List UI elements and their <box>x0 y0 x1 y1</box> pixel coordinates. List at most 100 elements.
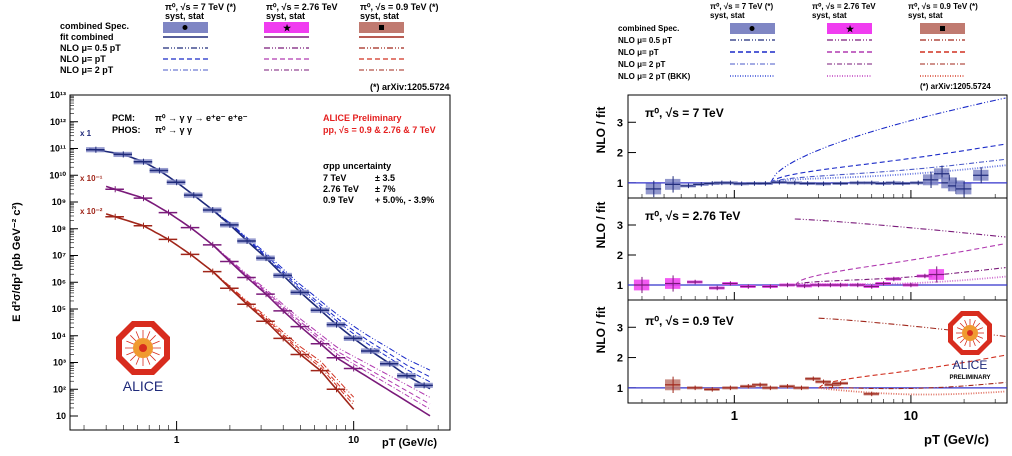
legend-right-row-nlo05: NLO μ= 0.5 pT <box>618 36 672 45</box>
ratio-nlo-curve <box>770 158 1006 184</box>
arxiv-note-right: (*) arXiv:1205.5724 <box>920 82 991 91</box>
nlo-curve <box>192 228 431 405</box>
ratio-nlo-curve <box>794 243 1006 286</box>
right-xlabel: pT (GeV/c) <box>924 432 989 447</box>
left-ytick-label: 10¹³ <box>50 90 66 100</box>
left-ytick-label: 10¹⁰ <box>49 170 66 180</box>
ratio-ytick-label: 3 <box>617 322 623 334</box>
nlo-curve <box>192 255 355 406</box>
right-plot-area: 1 2 3 1 2 3 1 2 3 1 10 <box>617 94 1008 423</box>
legend-right-marker-09 <box>940 26 945 31</box>
left-ytick-label: 10¹² <box>50 117 66 127</box>
alice-logo-text-right: ALICE <box>953 358 988 372</box>
legend-right-swatch-276 <box>827 23 872 34</box>
left-ytick-label: 10¹¹ <box>50 144 66 154</box>
ratio-nlo-curve <box>794 218 1006 238</box>
phos-text: π⁰ → γ γ <box>155 125 192 135</box>
legend-right-row-nlo2: NLO μ= 2 pT <box>618 60 665 69</box>
left-axes: 1010²10³10⁴10⁵10⁶10⁷10⁸10⁹10¹⁰10¹¹10¹²10… <box>49 90 439 446</box>
nlo-curve <box>192 228 431 398</box>
legend-right-header-09-sub: syst, stat <box>908 11 943 20</box>
ratio-nlo-curve <box>818 387 1006 396</box>
pcm-label: PCM: <box>112 113 135 123</box>
legend-right-row-nlo1: NLO μ= pT <box>618 48 659 57</box>
legend-left-header-7: π⁰, √s = 7 TeV (*) <box>165 2 236 12</box>
scale-label-09: x 10⁻² <box>80 207 103 216</box>
legend-left-row-combined: combined Spec. <box>60 21 129 31</box>
legend-marker-7 <box>182 25 188 30</box>
ratio-nlo-curve <box>794 267 1006 286</box>
ratio-ytick-label: 3 <box>617 117 623 129</box>
alice-logo-text: ALICE <box>123 378 163 394</box>
pcm-text: π⁰ → γ γ → e⁺e⁻ e⁺e⁻ <box>155 113 248 123</box>
phos-label: PHOS: <box>112 125 141 135</box>
legend-left-row-nlo2: NLO μ= 2 pT <box>60 65 114 75</box>
unc-energy-7: 7 TeV <box>323 173 346 183</box>
legend-right-header-09: π⁰, √s = 0.9 TeV (*) <box>908 2 978 11</box>
legend-right-row-combined: combined Spec. <box>618 24 679 33</box>
unc-value-7: ± 3.5 <box>375 173 395 183</box>
legend-right-marker-7 <box>749 26 755 31</box>
ratio-ytick-label: 1 <box>617 178 623 190</box>
unc-energy-276: 2.76 TeV <box>323 184 359 194</box>
left-ytick-label: 10² <box>53 384 66 394</box>
legend-left-header-276-sub: syst, stat <box>266 11 305 21</box>
scale-label-7: x 1 <box>80 129 92 138</box>
legend-right-header-276: π⁰, √s = 2.76 TeV <box>812 2 876 11</box>
legend-swatch-276 <box>264 22 309 33</box>
ratio-ytick-label: 1 <box>617 383 623 395</box>
right-title-276: π⁰, √s = 2.76 TeV <box>645 209 740 223</box>
nlo-curve <box>192 228 431 410</box>
ratio-ytick-label: 2 <box>617 353 623 365</box>
alice-energies: pp, √s = 0.9 & 2.76 & 7 TeV <box>323 125 436 135</box>
legend-right-header-7: π⁰, √s = 7 TeV (*) <box>710 2 773 11</box>
unc-title: σpp uncertainty <box>323 161 391 171</box>
unc-value-09: + 5.0%, - 3.9% <box>375 195 434 205</box>
ratio-nlo-curve <box>818 354 1006 389</box>
right-ylabel-1: NLO / fit <box>594 107 608 154</box>
scale-label-276: x 10⁻¹ <box>80 174 103 183</box>
legend-left-header-09-sub: syst, stat <box>360 11 399 21</box>
legend-right-header-7-sub: syst, stat <box>710 11 745 20</box>
ratio-xtick-label: 1 <box>731 408 738 423</box>
left-ylabel: E d³σ/dp³ (pb GeV⁻² c³) <box>11 202 23 322</box>
left-ytick-label: 10⁹ <box>52 197 66 207</box>
fit-curve <box>105 185 431 417</box>
alice-logo-right: ALICE PRELIMINARY <box>948 311 992 381</box>
alice-logo-center <box>139 344 147 352</box>
left-plot-area <box>86 146 433 417</box>
legend-right-header-276-sub: syst, stat <box>812 11 847 20</box>
unc-value-276: ± 7% <box>375 184 395 194</box>
right-title-7: π⁰, √s = 7 TeV <box>645 106 724 120</box>
legend-right-row-bkk: NLO μ= 2 pT (BKK) <box>618 72 691 81</box>
ratio-ytick-label: 2 <box>617 148 623 160</box>
ratio-nlo-curve <box>818 381 1006 390</box>
legend-right-marker-276: ★ <box>846 24 855 34</box>
left-frame <box>69 94 451 431</box>
ratio-frame <box>627 299 1008 404</box>
unc-energy-09: 0.9 TeV <box>323 195 354 205</box>
left-ytick-label: 10⁷ <box>52 251 66 261</box>
legend-left-header-7-sub: syst, stat <box>165 11 204 21</box>
legend-left: π⁰, √s = 7 TeV (*) syst, stat π⁰, √s = 2… <box>60 2 439 75</box>
left-ytick-label: 10⁵ <box>52 304 66 314</box>
legend-left-row-nlo05: NLO μ= 0.5 pT <box>60 43 121 53</box>
right-title-09: π⁰, √s = 0.9 TeV <box>645 314 734 328</box>
legend-left-row-nlo1: NLO μ= pT <box>60 54 106 64</box>
legend-right: π⁰, √s = 7 TeV (*) syst, stat π⁰, √s = 2… <box>618 2 978 81</box>
legend-marker-09 <box>379 25 384 30</box>
alice-preliminary: ALICE Preliminary <box>323 113 402 123</box>
left-xlabel: pT (GeV/c) <box>382 437 437 449</box>
legend-marker-276: ★ <box>283 23 292 33</box>
ratio-xtick-label: 10 <box>904 408 918 423</box>
left-ytick-label: 10⁶ <box>52 277 66 287</box>
left-ytick-label: 10³ <box>53 358 66 368</box>
ratio-ytick-label: 2 <box>617 250 623 262</box>
alice-logo-left: ALICE <box>116 321 170 394</box>
nlo-curve <box>190 192 431 371</box>
legend-left-header-276: π⁰, √s = 2.76 TeV <box>266 2 338 12</box>
arxiv-note-left: (*) arXiv:1205.5724 <box>370 82 450 92</box>
right-ylabel-2: NLO / fit <box>594 202 608 249</box>
right-ylabel-3: NLO / fit <box>594 307 608 354</box>
